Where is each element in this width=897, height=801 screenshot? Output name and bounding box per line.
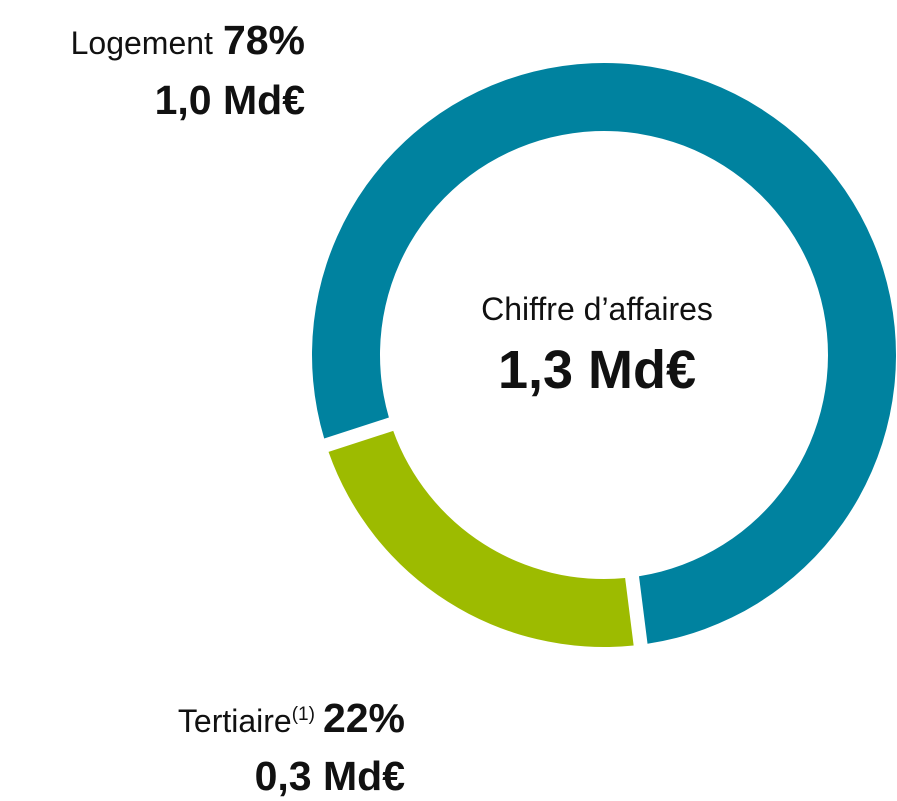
legend-label: Tertiaire(1) 22% — [178, 695, 405, 741]
center-label: Chiffre d’affaires — [481, 291, 713, 327]
category-label: Logement — [71, 25, 213, 61]
legend-label: Logement 78% — [71, 17, 305, 63]
amount-label: 0,3 Md€ — [255, 753, 406, 799]
category-label: Tertiaire — [178, 703, 292, 739]
center-value: 1,3 Md€ — [498, 340, 696, 400]
value-label: 78% — [223, 17, 305, 63]
amount-label: 1,0 Md€ — [155, 77, 306, 123]
donut-slice — [328, 430, 634, 647]
value-label: 22% — [323, 695, 405, 741]
donut — [311, 62, 896, 647]
footnote-mark: (1) — [292, 704, 315, 725]
